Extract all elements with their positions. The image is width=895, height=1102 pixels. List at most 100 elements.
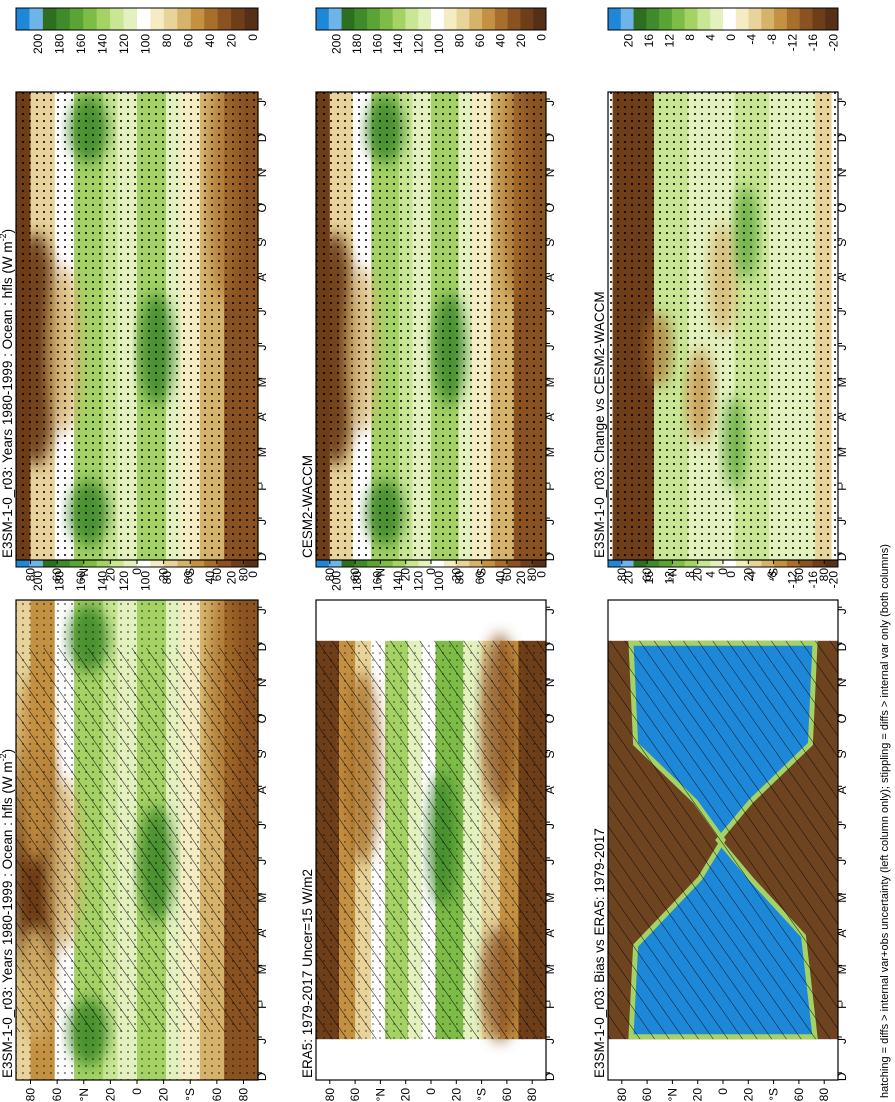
stippling: [316, 640, 546, 1040]
lat-tick-label: 20: [741, 568, 755, 582]
colorbar-label: 12: [663, 34, 677, 48]
lat-tick-label: 20: [399, 568, 413, 582]
lat-tick-label: 20: [691, 568, 705, 582]
colorbar-swatch: [123, 8, 138, 30]
month-tick-label: J: [835, 823, 849, 829]
month-tick-label: J: [255, 100, 269, 106]
lat-tick-label: 20: [449, 568, 463, 582]
lat-tick-label: °S: [767, 568, 781, 581]
panel-title: E3SM-1-0_r03: Years 1980-1999 : Ocean : …: [0, 749, 15, 1078]
colorbar-swatch: [620, 8, 635, 30]
colorbar-frame: [315, 7, 547, 31]
colorbar-swatch: [431, 8, 445, 30]
month-tick-label: A: [835, 413, 849, 421]
colorbar-label: -8: [765, 571, 779, 582]
month-tick-label: F: [255, 483, 269, 490]
lat-tick-label: °N: [665, 1088, 679, 1101]
month-tick-label: M: [543, 893, 557, 903]
colorbar-label: 12: [663, 571, 677, 585]
panel-title: E3SM-1-0_r03: Bias vs ERA5: 1979-2017: [592, 828, 607, 1078]
lat-tick-label: 80: [24, 1088, 38, 1102]
lat-tick-label: 60: [792, 1088, 806, 1102]
lat-tick-label: 60: [50, 568, 64, 582]
colorbar-label: 100: [432, 571, 446, 591]
month-tick-label: J: [255, 1038, 269, 1044]
hatching: [608, 640, 838, 1040]
panel-title: ERA5: 1979-2017 Uncer=15 W/m2: [300, 869, 315, 1078]
month-tick-label: M: [255, 377, 269, 387]
month-tick-label: J: [255, 859, 269, 865]
colorbar-swatch: [163, 8, 178, 30]
colorbar-swatch: [217, 8, 232, 30]
colorbar-label: 120: [412, 571, 426, 591]
colorbar-label: 4: [704, 34, 718, 41]
colorbar-swatch: [69, 8, 84, 30]
month-tick-label: O: [835, 203, 849, 212]
lat-tick-label: °S: [767, 1088, 781, 1101]
month-tick-label: J: [543, 310, 557, 316]
lat-tick-label: 80: [525, 1088, 539, 1102]
colorbar-swatch: [42, 8, 57, 30]
lat-tick-label: 80: [24, 568, 38, 582]
colorbar-label: 100: [138, 34, 152, 54]
month-tick-label: O: [255, 714, 269, 723]
colorbar-swatch: [646, 8, 660, 30]
month-tick-label: F: [835, 1001, 849, 1008]
lat-tick-label: 80: [323, 568, 337, 582]
colorbar-swatch: [328, 8, 343, 30]
colorbar-swatch: [533, 8, 547, 30]
lat-tick-label: °N: [373, 1088, 387, 1101]
panel-title: E3SM-1-0_r03: Years 1980-1999 : Ocean : …: [0, 229, 15, 558]
plot-area: [608, 600, 838, 1080]
title-superscript: -2: [0, 753, 8, 761]
colorbar-swatch: [825, 8, 839, 30]
lat-tick-label: °S: [475, 1088, 489, 1101]
colorbar-swatch: [633, 8, 647, 30]
hatching: [16, 648, 258, 1032]
lat-tick-label: 0: [424, 568, 438, 575]
colorbar-label: 120: [412, 34, 426, 54]
title-superscript: -2: [0, 233, 8, 241]
colorbar-label: 40: [203, 571, 217, 585]
plot-area: [608, 92, 838, 560]
colorbar-swatch: [190, 8, 205, 30]
month-tick-label: D: [835, 552, 849, 561]
lat-tick-label: °S: [475, 568, 489, 581]
month-tick-label: O: [255, 203, 269, 212]
colorbar-swatch: [204, 8, 219, 30]
lat-tick-label: 80: [615, 568, 629, 582]
month-tick-label: J: [835, 310, 849, 316]
month-tick-label: O: [835, 714, 849, 723]
month-tick-label: J: [543, 519, 557, 525]
colorbar-label: 80: [160, 34, 174, 48]
lat-tick-label: 20: [157, 568, 171, 582]
lat-tick-label: °S: [183, 1088, 197, 1101]
colorbar-label: 200: [31, 571, 45, 591]
colorbar-label: 40: [203, 34, 217, 48]
lat-tick-label: 20: [157, 1088, 171, 1102]
plot-area: [16, 92, 258, 560]
month-tick-label: D: [543, 133, 557, 142]
lat-tick-label: 80: [236, 1088, 250, 1102]
month-tick-label: F: [255, 1001, 269, 1008]
month-tick-label: A: [835, 930, 849, 938]
lat-tick-label: 60: [210, 568, 224, 582]
colorbar-swatch: [684, 8, 698, 30]
colorbar-label: 8: [683, 34, 697, 41]
colorbar-frame: [15, 7, 259, 31]
lat-tick-label: 60: [640, 1088, 654, 1102]
colorbar-label: 180: [350, 34, 364, 54]
colorbar-swatch: [29, 8, 44, 30]
colorbar-label: 20: [622, 34, 636, 48]
colorbar-label: 100: [432, 34, 446, 54]
colorbar-frame: [607, 7, 839, 31]
colorbar-label: 100: [138, 571, 152, 591]
month-tick-label: J: [835, 608, 849, 614]
colorbar-label: 16: [642, 34, 656, 48]
lat-tick-label: 80: [817, 1088, 831, 1102]
panel-4: E3SM-1-0_r03: Bias vs ERA5: 1979-2017 80 6…: [592, 544, 849, 1102]
colorbar-swatch: [405, 8, 419, 30]
colorbar-swatch: [443, 8, 458, 30]
